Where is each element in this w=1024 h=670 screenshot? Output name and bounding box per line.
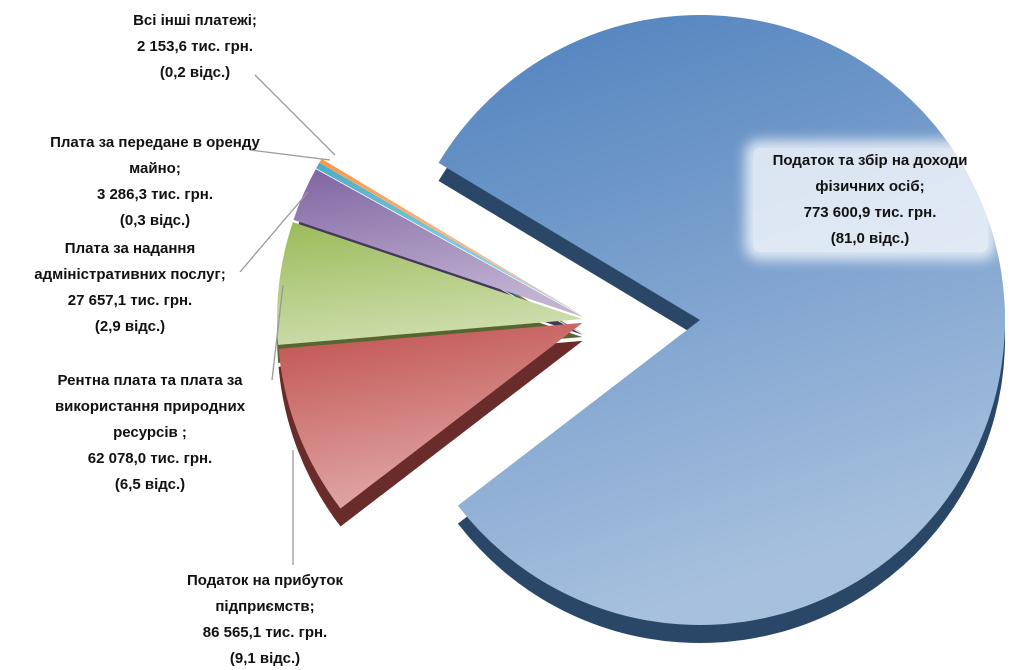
leader-line xyxy=(239,191,309,273)
category-label: Плата за передане в оренду майно; xyxy=(50,134,260,177)
category-label: Податок на прибуток підприємств; xyxy=(186,572,344,615)
slice-label: Плата за надання адміністративних послуг… xyxy=(13,236,248,340)
value-label: 86 565,1 тис. грн. xyxy=(202,624,328,641)
slice-label: Плата за передане в оренду майно; 3 286,3… xyxy=(50,130,260,234)
slice-label: Податок та збір на доходи фізичних осіб;… xyxy=(752,148,988,252)
value-label: 27 657,1 тис. грн. xyxy=(67,292,193,309)
category-label: Податок та збір на доходи фізичних осіб; xyxy=(772,152,968,195)
slice-label: Рентна плата та плата за використання пр… xyxy=(30,368,270,498)
value-label: 3 286,3 тис. грн. xyxy=(96,186,214,203)
category-label: Плата за надання адміністративних послуг… xyxy=(34,240,226,283)
leader-line xyxy=(254,74,336,156)
slices xyxy=(277,14,1006,643)
slice-shade xyxy=(319,158,584,316)
slice-label: Податок на прибуток підприємств; 86 565,1… xyxy=(165,568,365,670)
value-label: 62 078,0 тис. грн. xyxy=(87,450,213,467)
percent-label: (2,9 відс.) xyxy=(94,318,166,335)
leader-line xyxy=(249,149,331,161)
slice-shade xyxy=(278,322,583,509)
value-label: 2 153,6 тис. грн. xyxy=(136,38,254,55)
percent-label: (0,2 відс.) xyxy=(159,64,231,81)
slice-shade xyxy=(316,162,584,317)
category-label: Всі інші платежі; xyxy=(133,12,257,29)
percent-label: (6,5 відс.) xyxy=(114,476,186,493)
percent-label: (81,0 відс.) xyxy=(830,230,910,247)
percent-label: (9,1 відс.) xyxy=(229,650,301,667)
leader-line xyxy=(271,284,284,381)
slice-label: Всі інші платежі; 2 153,6 тис. грн. (0,2 в… xyxy=(95,8,295,86)
value-label: 773 600,9 тис. грн. xyxy=(803,204,937,221)
slice-shade xyxy=(277,222,583,345)
percent-label: (0,3 відс.) xyxy=(119,212,191,229)
slice-shade xyxy=(293,169,583,317)
category-label: Рентна плата та плата за використання пр… xyxy=(54,372,246,441)
